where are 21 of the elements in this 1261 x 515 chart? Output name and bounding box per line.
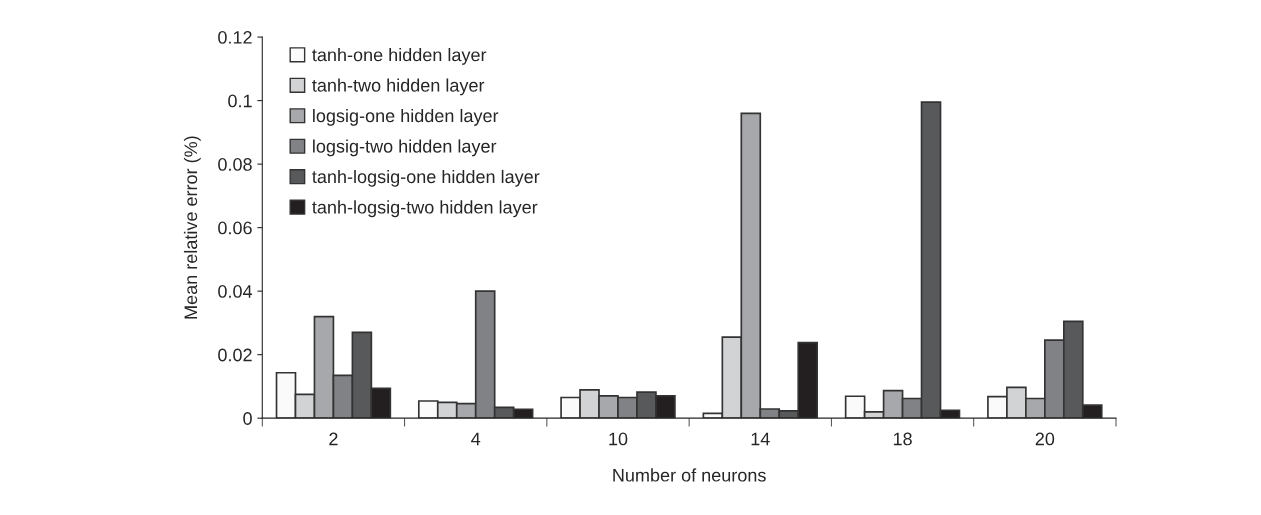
y-tick-label: 0.04 xyxy=(218,285,253,298)
y-tick-label: 0.1 xyxy=(228,94,252,108)
legend-label: tanh-logsig-one hidden layer xyxy=(312,169,540,187)
legend-label: logsig-two hidden layer xyxy=(313,139,497,157)
y-tick-label: 0 xyxy=(243,412,252,425)
legend-label: tanh-logsig-two hidden layer xyxy=(312,200,538,218)
x-tick-label: 20 xyxy=(1035,432,1055,446)
x-axis-title: Number of neurons xyxy=(613,468,766,482)
y-axis-title: Mean relative error (%) xyxy=(183,136,201,319)
legend-label: tanh-two hidden layer xyxy=(312,78,485,96)
x-tick-label: 10 xyxy=(609,432,628,446)
x-tick-label: 18 xyxy=(893,432,912,446)
x-tick-label: 14 xyxy=(751,432,770,446)
legend-label: logsig-one hidden layer xyxy=(313,108,499,126)
y-tick-label: 0.02 xyxy=(218,348,252,362)
y-tick-label: 0.12 xyxy=(218,31,252,44)
y-tick-label: 0.06 xyxy=(218,221,252,235)
x-tick-label: 2 xyxy=(329,432,338,446)
y-tick-label: 0.08 xyxy=(218,158,252,171)
x-tick-label: 4 xyxy=(471,432,481,446)
legend-label: tanh-one hidden layer xyxy=(312,48,487,65)
